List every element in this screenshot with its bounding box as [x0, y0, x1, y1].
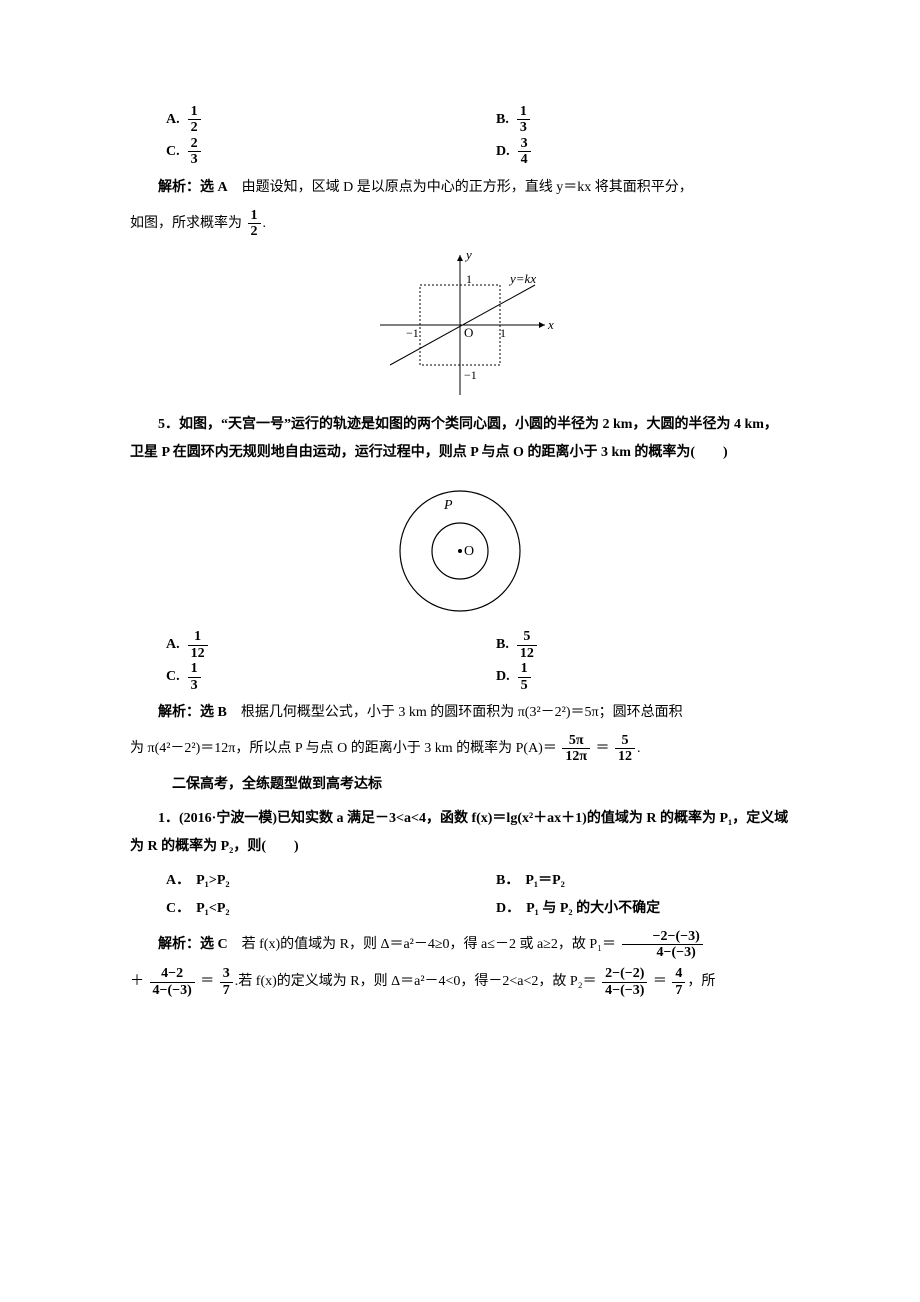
fraction: 1 2: [248, 208, 261, 240]
figure-square-line: x y O y=kx −1 1 1 −1: [360, 245, 560, 405]
fraction: 1 2: [188, 104, 201, 136]
axis-x-label: x: [547, 317, 554, 332]
fraction: 3 4: [518, 136, 531, 168]
section-2-title: 二保高考，全练题型做到高考达标: [130, 771, 790, 799]
q5-explain-2: 为 π(4²－2²)＝12π，所以点 P 与点 O 的距离小于 3 km 的概率…: [130, 733, 790, 765]
explain-lead: 解析：选 A: [158, 180, 228, 195]
q1b-explain-2: ＋ 4−24−(−3) ＝ 37.若 f(x)的定义域为 R，则 Δ＝a²－4<…: [130, 966, 790, 998]
q4-explain-1: 解析：选 A 由题设知，区域 D 是以原点为中心的正方形，直线 y＝kx 将其面…: [130, 174, 790, 202]
tick-xneg: −1: [406, 326, 419, 340]
choice-d: D. 3 4: [460, 136, 790, 168]
choice-a: A. 1 2: [130, 104, 460, 136]
fraction: 1 3: [517, 104, 530, 136]
point-o-label: O: [464, 544, 474, 559]
tick-yneg: −1: [464, 368, 477, 382]
q4-explain-2: 如图，所求概率为 1 2 .: [130, 208, 790, 240]
origin-label: O: [464, 325, 473, 340]
point-p-label: P: [443, 498, 453, 513]
fraction: 2 3: [188, 136, 201, 168]
figure-concentric-circles: P O: [360, 473, 560, 623]
tick-xpos: 1: [500, 326, 506, 340]
choice-letter: B.: [496, 106, 509, 134]
choice-letter: D.: [496, 138, 510, 166]
choice-c: C. 2 3: [130, 136, 460, 168]
line-label: y=kx: [508, 271, 536, 286]
explain-text: 由题设知，区域 D 是以原点为中心的正方形，直线 y＝kx 将其面积平分，: [228, 180, 693, 195]
choice-letter: C.: [166, 138, 180, 166]
q1b-text: 1．(2016·宁波一模)已知实数 a 满足－3<a<4，函数 f(x)＝lg(…: [130, 805, 790, 861]
choice-letter: A.: [166, 106, 180, 134]
explain-text: 如图，所求概率为: [130, 216, 242, 231]
tick-ypos: 1: [466, 272, 472, 286]
q1b-choices: A．P₁>P₂ B．P₁＝P₂ C．P₁<P₂ D．P₁ 与 P₂ 的大小不确定: [130, 867, 790, 923]
q5-choices: A. 112 B. 512 C. 13 D. 15: [130, 629, 790, 693]
q1b-explain-1: 解析：选 C 若 f(x)的值域为 R，则 Δ＝a²－4≥0，得 a≤－2 或 …: [130, 929, 790, 961]
q5-explain-1: 解析：选 B 根据几何概型公式，小于 3 km 的圆环面积为 π(3²－2²)＝…: [130, 699, 790, 727]
choice-b: B. 1 3: [460, 104, 790, 136]
page: A. 1 2 B. 1 3 C. 2 3 D. 3 4: [0, 0, 920, 1302]
q4-choices: A. 1 2 B. 1 3 C. 2 3 D. 3 4: [130, 104, 790, 168]
period: .: [263, 216, 267, 231]
q5-text: 5．如图，“天宫一号”运行的轨迹是如图的两个类同心圆，小圆的半径为 2 km，大…: [130, 411, 790, 467]
axis-y-label: y: [464, 247, 472, 262]
